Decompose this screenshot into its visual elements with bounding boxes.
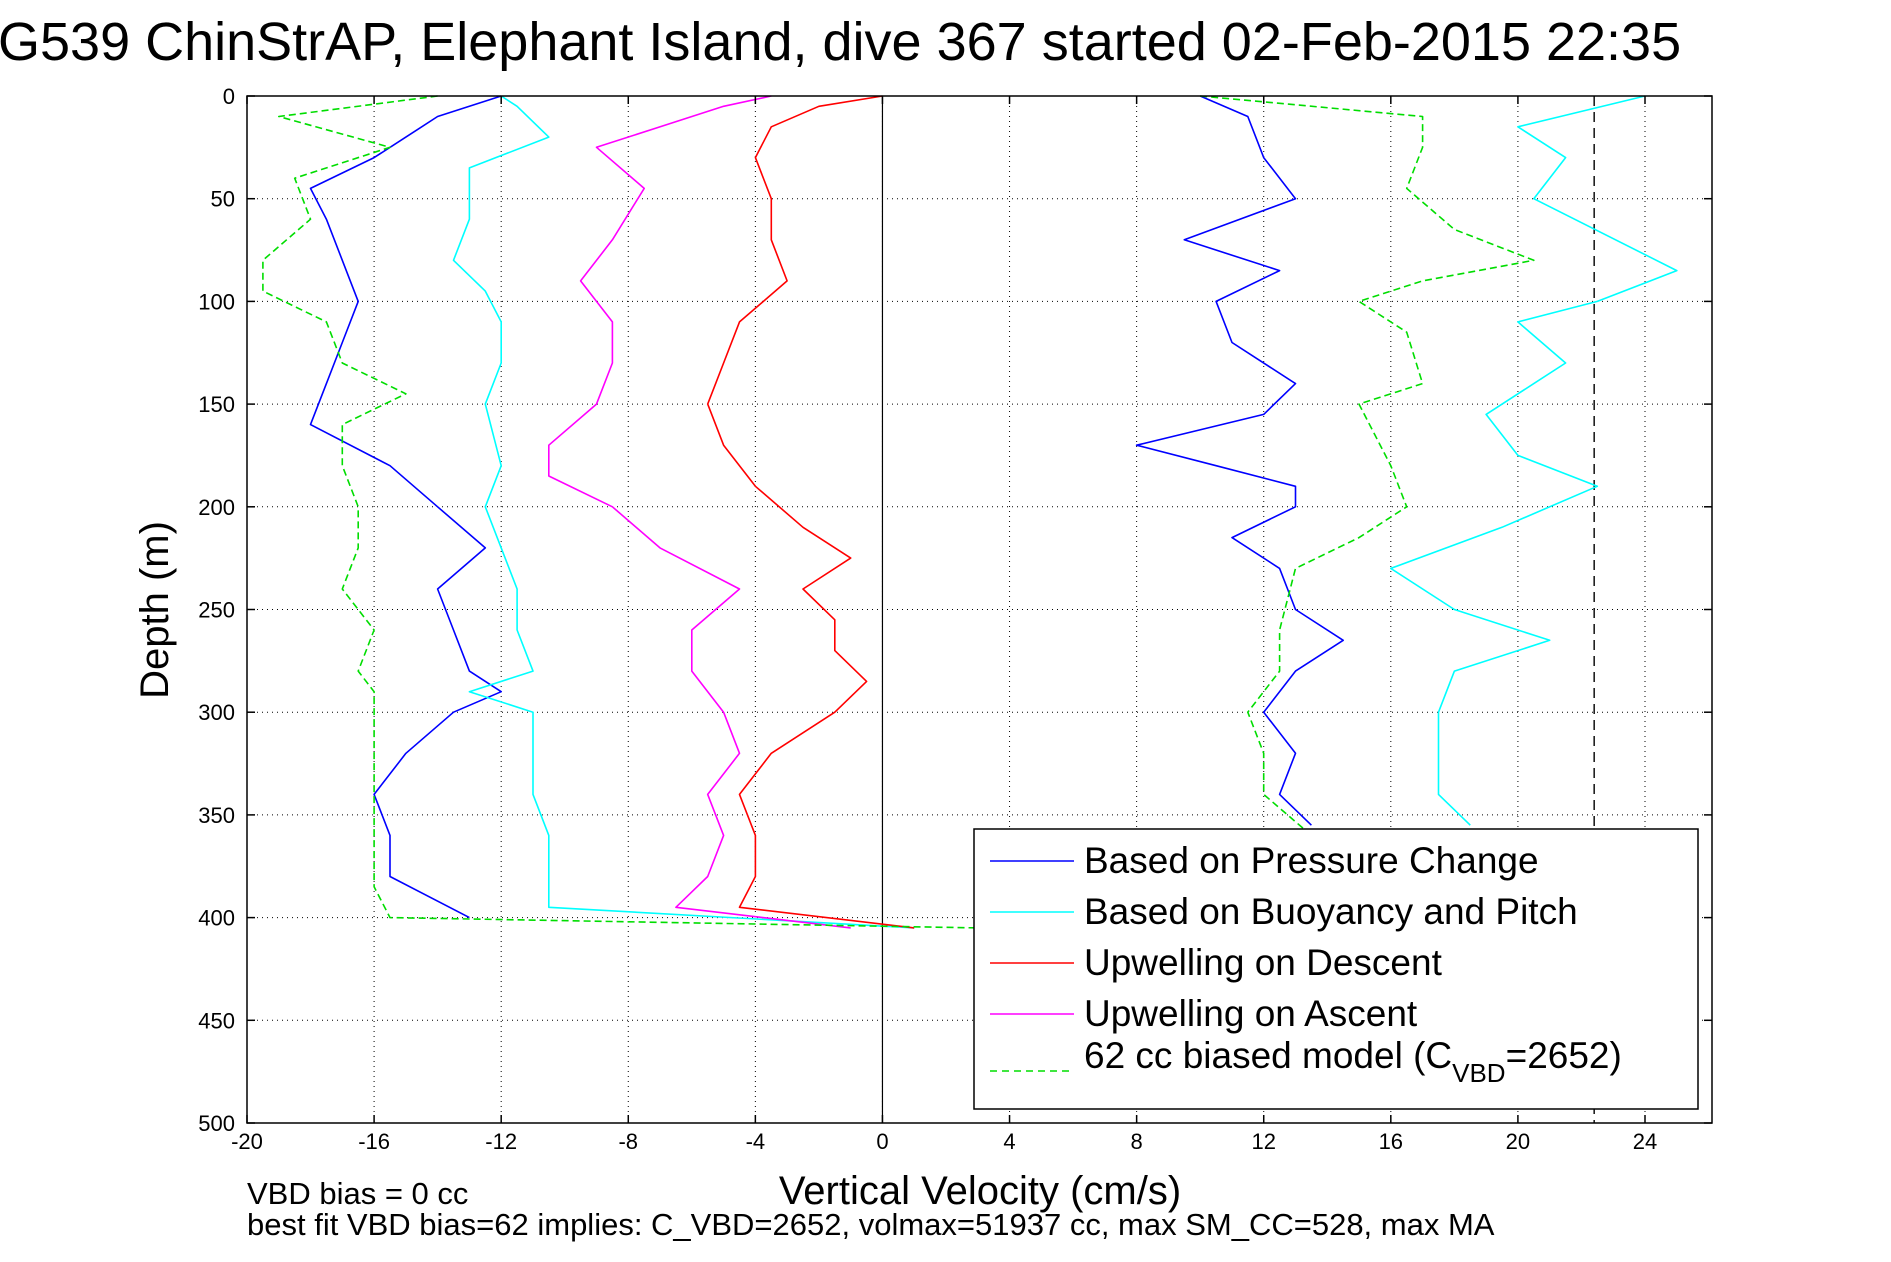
series-upwelling-on-ascent [547, 95, 851, 929]
x-tick-label: -20 [231, 1129, 263, 1154]
x-tick-label: 4 [1003, 1129, 1015, 1154]
y-tick-label: 50 [211, 187, 235, 212]
y-tick-label: 250 [198, 598, 235, 623]
y-tick-label: 100 [198, 289, 235, 314]
plot-series [262, 95, 1678, 929]
x-axis-label: Vertical Velocity (cm/s) [779, 1169, 1181, 1213]
y-axis-ticks: 0 50 100 150 200 250 300 350 400 450 500 [198, 84, 1712, 1136]
legend-label-buoyancy-pitch: Based on Buoyancy and Pitch [1084, 891, 1578, 932]
legend-label-upwelling-descent: Upwelling on Descent [1084, 942, 1443, 983]
y-tick-label: 300 [198, 700, 235, 725]
x-tick-label: 0 [876, 1129, 888, 1154]
y-tick-label: 350 [198, 803, 235, 828]
x-tick-label: -8 [618, 1129, 638, 1154]
x-tick-label: -12 [485, 1129, 517, 1154]
legend-label-upwelling-ascent: Upwelling on Ascent [1084, 993, 1418, 1034]
series-based-on-pressure-change [309, 95, 503, 919]
series-based-on-buoyancy-and-pitch [452, 95, 915, 929]
y-tick-label: 500 [198, 1111, 235, 1136]
legend-label-biased-model-prefix: 62 cc biased model (C [1084, 1035, 1452, 1076]
y-tick-label: 150 [198, 392, 235, 417]
series-based-on-buoyancy-and-pitch-ascent [1390, 95, 1678, 826]
legend: Based on Pressure Change Based on Buoyan… [973, 828, 1699, 1110]
x-tick-label: 8 [1131, 1129, 1143, 1154]
series-based-on-pressure-change-ascent [1135, 95, 1344, 826]
x-tick-label: 12 [1251, 1129, 1275, 1154]
legend-box [973, 828, 1699, 1110]
x-tick-label: -4 [746, 1129, 766, 1154]
legend-label-biased-model-suffix: =2652) [1506, 1035, 1622, 1076]
y-tick-label: 400 [198, 906, 235, 931]
y-axis-label: Depth (m) [133, 521, 177, 699]
chart-title: G539 ChinStrAP, Elephant Island, dive 36… [0, 12, 1681, 72]
y-tick-label: 200 [198, 495, 235, 520]
y-tick-label: 450 [198, 1008, 235, 1033]
legend-label-biased-model: 62 cc biased model (CVBD=2652) [1084, 1035, 1622, 1088]
footer-best-fit: best fit VBD bias=62 implies: C_VBD=2652… [247, 1207, 1495, 1242]
series-62-cc-biased-model-ascent [1200, 95, 1535, 837]
legend-label-pressure-change: Based on Pressure Change [1084, 840, 1539, 881]
footer-vbd-bias: VBD bias = 0 cc [247, 1176, 468, 1211]
x-tick-label: 20 [1506, 1129, 1530, 1154]
legend-label-biased-model-sub: VBD [1452, 1058, 1505, 1088]
x-tick-label: -16 [358, 1129, 390, 1154]
x-tick-label: 24 [1633, 1129, 1657, 1154]
series-upwelling-on-descent [706, 95, 915, 929]
y-tick-label: 0 [223, 84, 235, 109]
series-62-cc-biased-model [262, 95, 978, 929]
x-axis-ticks: -20 -16 -12 -8 -4 0 4 8 12 16 20 24 [231, 96, 1657, 1154]
x-tick-label: 16 [1379, 1129, 1403, 1154]
